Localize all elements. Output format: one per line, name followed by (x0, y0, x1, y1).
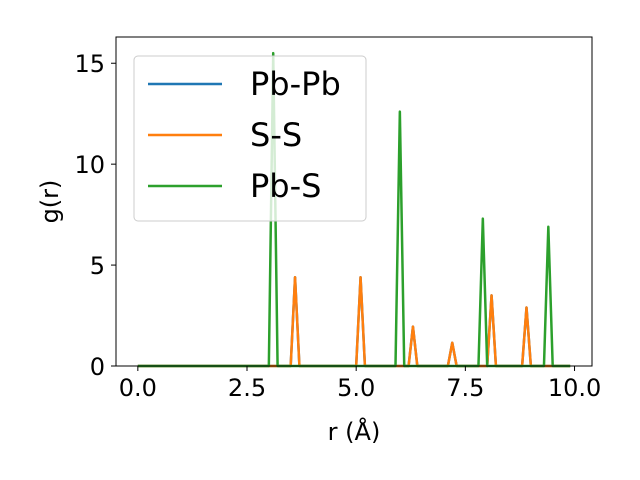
x-tick-label: 7.5 (446, 374, 484, 402)
y-tick-label: 15 (74, 50, 105, 78)
legend: Pb-Pb S-S Pb-S (133, 55, 367, 222)
legend-label: S-S (250, 116, 302, 154)
plot-frame (115, 36, 593, 367)
series-line-s-s (137, 275, 571, 368)
y-tick-label: 5 (90, 252, 105, 280)
legend-box (133, 55, 367, 222)
x-tick-label: 0.0 (119, 374, 157, 402)
x-tick-label: 5.0 (337, 374, 375, 402)
legend-label: Pb-Pb (250, 65, 341, 103)
series-line-pb-pb (137, 275, 571, 368)
legend-label: Pb-S (250, 167, 321, 205)
x-tick-label: 10.0 (548, 374, 601, 402)
x-tick-label: 2.5 (228, 374, 266, 402)
y-tick-label: 0 (90, 353, 105, 381)
y-axis-label: g(r) (36, 180, 64, 224)
x-axis: 0.0 2.5 5.0 7.5 10.0 (119, 366, 601, 402)
x-axis-label: r (Å) (328, 417, 381, 446)
y-axis: 0 5 10 15 (74, 50, 116, 381)
y-tick-label: 10 (74, 151, 105, 179)
